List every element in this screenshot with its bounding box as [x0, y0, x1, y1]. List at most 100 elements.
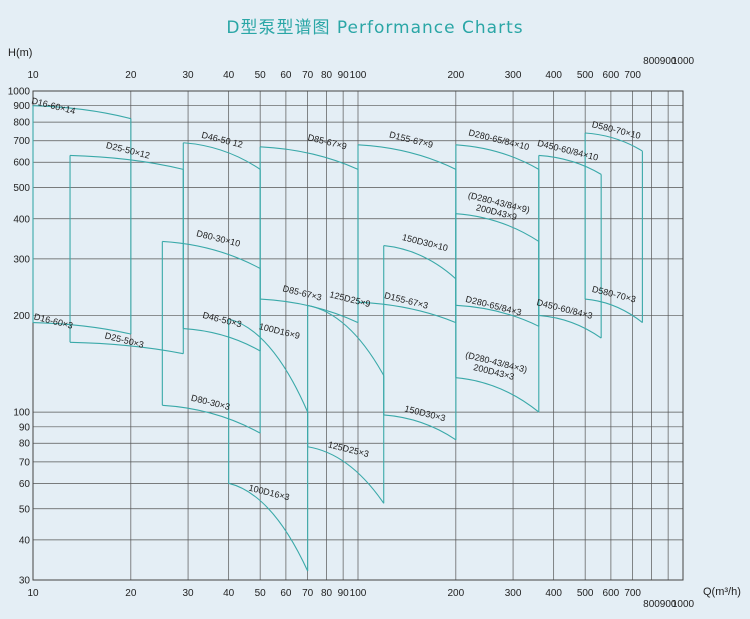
pump-label: D16-60×14 — [31, 96, 77, 117]
y-tick: 700 — [13, 136, 30, 147]
pump-curves — [32, 105, 643, 572]
y-tick: 1000 — [8, 87, 31, 98]
x-tick-top: 40 — [223, 70, 235, 81]
x-tick-bottom: 90 — [338, 588, 350, 599]
x-tick-top: 800 — [643, 56, 660, 67]
curve-min — [538, 314, 602, 339]
chart-title: D型泵型谱图 Performance Charts — [226, 18, 523, 38]
curve-max — [228, 318, 309, 413]
curve-min — [455, 304, 540, 327]
y-tick: 90 — [19, 422, 31, 433]
x-tick-bottom: 700 — [624, 588, 641, 599]
y-tick: 300 — [13, 254, 30, 265]
x-tick-bottom: 70 — [302, 588, 314, 599]
curve-min — [585, 298, 643, 324]
curve-max — [183, 142, 261, 170]
x-tick-top: 30 — [183, 70, 195, 81]
x-tick-top: 10 — [27, 70, 39, 81]
x-axis-label: Q(m³/h) — [703, 586, 741, 598]
x-tick-top: 50 — [255, 70, 267, 81]
pump-label: D16-60×3 — [33, 311, 74, 330]
x-tick-bottom: 80 — [321, 588, 333, 599]
curve-max — [585, 132, 643, 152]
pump-label: D280-65/84×3 — [465, 294, 523, 318]
pump-label: 150D30×3 — [404, 404, 447, 424]
curve-max — [162, 240, 261, 270]
y-tick: 200 — [13, 311, 30, 322]
x-tick-top: 600 — [603, 70, 620, 81]
pump-label: 100D16×3 — [248, 483, 291, 503]
curve-min — [32, 322, 131, 335]
x-tick-bottom: 50 — [255, 588, 267, 599]
curve-min — [228, 482, 309, 572]
x-tick-top: 80 — [321, 70, 333, 81]
curve-max — [538, 154, 602, 175]
tick-labels: 10 20 30 40 50 60 70 80 90 100 200 300 400 500 600 7008… — [8, 56, 695, 610]
x-tick-top: 20 — [125, 70, 137, 81]
x-tick-top: 500 — [577, 70, 594, 81]
pump-label: D85-67×9 — [307, 132, 348, 151]
pump-region — [307, 304, 385, 504]
curve-max — [357, 144, 457, 170]
x-tick-bottom: 10 — [27, 588, 39, 599]
pump-region — [455, 213, 540, 413]
x-tick-bottom: 400 — [545, 588, 562, 599]
x-tick-bottom: 500 — [577, 588, 594, 599]
x-tick-top: 900 — [660, 56, 677, 67]
y-tick: 400 — [13, 214, 30, 225]
x-tick-bottom: 800 — [643, 599, 660, 610]
x-tick-top: 100 — [350, 70, 367, 81]
x-tick-bottom: 900 — [660, 599, 677, 610]
curve-max — [307, 304, 385, 376]
pump-label: (D280-43/84×3)200D43×3 — [462, 350, 528, 385]
y-tick: 900 — [13, 101, 30, 112]
pump-label: D280-65/84×10 — [467, 127, 530, 152]
x-tick-bottom: 600 — [603, 588, 620, 599]
x-tick-bottom: 20 — [125, 588, 137, 599]
curve-min — [162, 404, 261, 434]
x-tick-bottom: 100 — [350, 588, 367, 599]
curve-min — [383, 414, 457, 441]
curve-max — [260, 146, 359, 170]
curve-max — [32, 105, 131, 120]
pump-label: D85-67×3 — [282, 283, 323, 302]
curve-min — [357, 301, 457, 324]
pump-region — [228, 318, 309, 572]
x-tick-bottom: 1000 — [672, 599, 695, 610]
y-tick: 80 — [19, 439, 31, 450]
x-tick-top: 70 — [302, 70, 314, 81]
y-tick: 40 — [19, 535, 31, 546]
y-tick: 50 — [19, 504, 31, 515]
y-tick: 600 — [13, 158, 30, 169]
pump-region — [32, 105, 132, 335]
x-tick-bottom: 300 — [505, 588, 522, 599]
pump-region — [538, 154, 602, 339]
pump-label: 125D25×3 — [327, 439, 370, 459]
x-tick-bottom: 60 — [280, 588, 292, 599]
x-tick-top: 700 — [624, 70, 641, 81]
pump-label: D450-60/84×10 — [536, 138, 599, 163]
pump-label: (D280-43/84×9)200D43×9 — [465, 190, 531, 225]
curve-min — [70, 341, 184, 355]
pump-label: 125D25×9 — [329, 289, 372, 309]
plot-frame — [32, 90, 684, 581]
x-tick-bottom: 200 — [447, 588, 464, 599]
y-tick: 800 — [13, 118, 30, 129]
x-tick-bottom: 40 — [223, 588, 235, 599]
y-tick: 70 — [19, 457, 31, 468]
curve-min — [307, 446, 385, 504]
curve-min — [183, 328, 261, 352]
x-tick-top: 90 — [338, 70, 350, 81]
x-tick-top: 60 — [280, 70, 292, 81]
curve-max — [455, 144, 540, 170]
curve-min — [455, 377, 540, 413]
y-tick: 30 — [19, 576, 31, 587]
y-tick: 500 — [13, 183, 30, 194]
curve-max — [70, 154, 184, 170]
pump-label: 100D16×9 — [258, 321, 301, 341]
x-tick-top: 1000 — [672, 56, 695, 67]
x-tick-top: 200 — [447, 70, 464, 81]
x-tick-top: 300 — [505, 70, 522, 81]
pump-label: D25-50×3 — [104, 331, 145, 350]
